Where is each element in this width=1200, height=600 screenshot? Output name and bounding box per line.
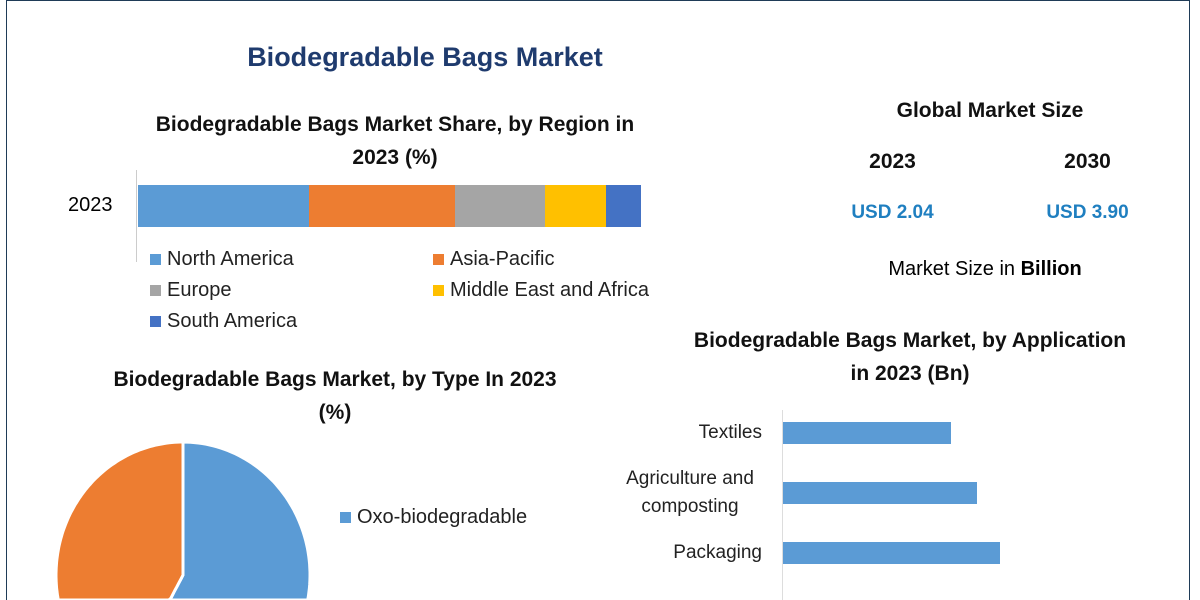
legend-label: South America [167, 310, 298, 332]
region-legend-item: South America [150, 310, 433, 333]
region-segment-middle-east-and-africa [545, 185, 606, 227]
legend-label: Middle East and Africa [450, 279, 649, 301]
pie-legend-item: Oxo-biodegradable [340, 506, 527, 529]
type-chart-title: Biodegradable Bags Market, by Type In 20… [113, 368, 557, 424]
region-legend-item: Europe [150, 279, 433, 302]
region-segment-north-america [138, 185, 310, 227]
region-segment-south-america [605, 185, 641, 227]
region-legend-item: Middle East and Africa [433, 279, 713, 302]
application-bar [783, 542, 1000, 564]
note-unit: Billion [1020, 258, 1082, 280]
region-legend-item: North America [150, 248, 433, 271]
legend-swatch [433, 254, 444, 265]
legend-label: North America [167, 248, 294, 270]
application-bar [783, 482, 978, 504]
year-2030: 2030 [1064, 150, 1111, 173]
year-2023: 2023 [869, 150, 916, 173]
region-category-label: 2023 [68, 194, 113, 216]
legend-swatch [150, 254, 161, 265]
application-chart-title: Biodegradable Bags Market, by Applicatio… [693, 329, 1127, 385]
page-title: Biodegradable Bags Market [247, 42, 603, 72]
application-bar [783, 422, 952, 444]
market-title: Global Market Size [896, 99, 1084, 122]
legend-swatch [150, 316, 161, 327]
legend-label: Oxo-biodegradable [357, 506, 528, 528]
pie-slice [54, 440, 185, 600]
legend-swatch [340, 512, 351, 523]
region-axis [136, 170, 137, 262]
legend-swatch [150, 285, 161, 296]
region-stacked-bar [138, 185, 641, 227]
application-label: Textiles [698, 422, 762, 443]
market-note: Market Size in Billion [830, 258, 1140, 281]
value-2030: USD 3.90 [1046, 202, 1129, 223]
legend-swatch [433, 285, 444, 296]
region-legend-item: Asia-Pacific [433, 248, 713, 271]
value-2023: USD 2.04 [851, 202, 934, 223]
type-pie [54, 440, 312, 600]
legend-label: Europe [167, 279, 232, 301]
application-label: Agriculture and composting [626, 468, 754, 517]
region-segment-europe [454, 185, 546, 227]
frame [6, 0, 1190, 600]
application-label: Packaging [673, 542, 762, 563]
legend-label: Asia-Pacific [450, 248, 555, 270]
application-axis [782, 410, 783, 600]
region-chart-title: Biodegradable Bags Market Share, by Regi… [155, 113, 635, 169]
note-text: Market Size in [888, 258, 1021, 280]
region-segment-asia-pacific [309, 185, 455, 227]
region-legend: North America Asia-Pacific Europe Middle Ea… [150, 248, 710, 333]
